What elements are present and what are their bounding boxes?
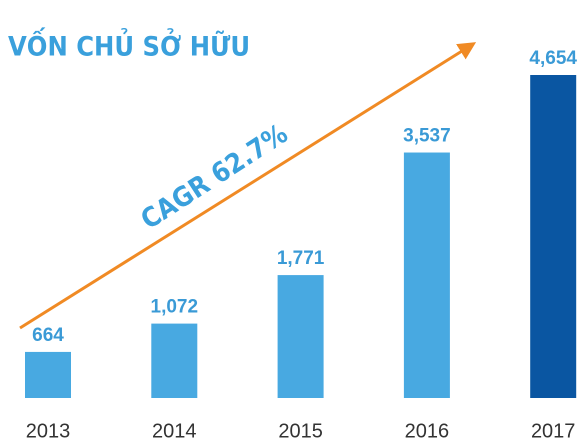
x-tick-label: 2014 — [152, 420, 197, 442]
bar — [277, 275, 324, 398]
trend-arrow — [19, 42, 477, 330]
bar — [151, 323, 198, 398]
value-label: 4,654 — [529, 48, 577, 69]
value-label: 1,072 — [151, 297, 199, 318]
value-label: 664 — [32, 325, 64, 346]
value-label: 3,537 — [403, 126, 451, 147]
x-tick-label: 2013 — [26, 420, 71, 442]
bar — [530, 75, 577, 398]
x-tick-label: 2016 — [405, 420, 450, 442]
value-label: 1,771 — [277, 248, 325, 269]
bar — [25, 351, 71, 398]
chart-title: VỐN CHỦ SỞ HỮU — [8, 27, 250, 63]
x-tick-label: 2017 — [531, 420, 576, 442]
bar — [403, 152, 450, 398]
x-tick-label: 2015 — [278, 420, 323, 442]
annotation: CAGR 62.7% — [136, 118, 294, 235]
